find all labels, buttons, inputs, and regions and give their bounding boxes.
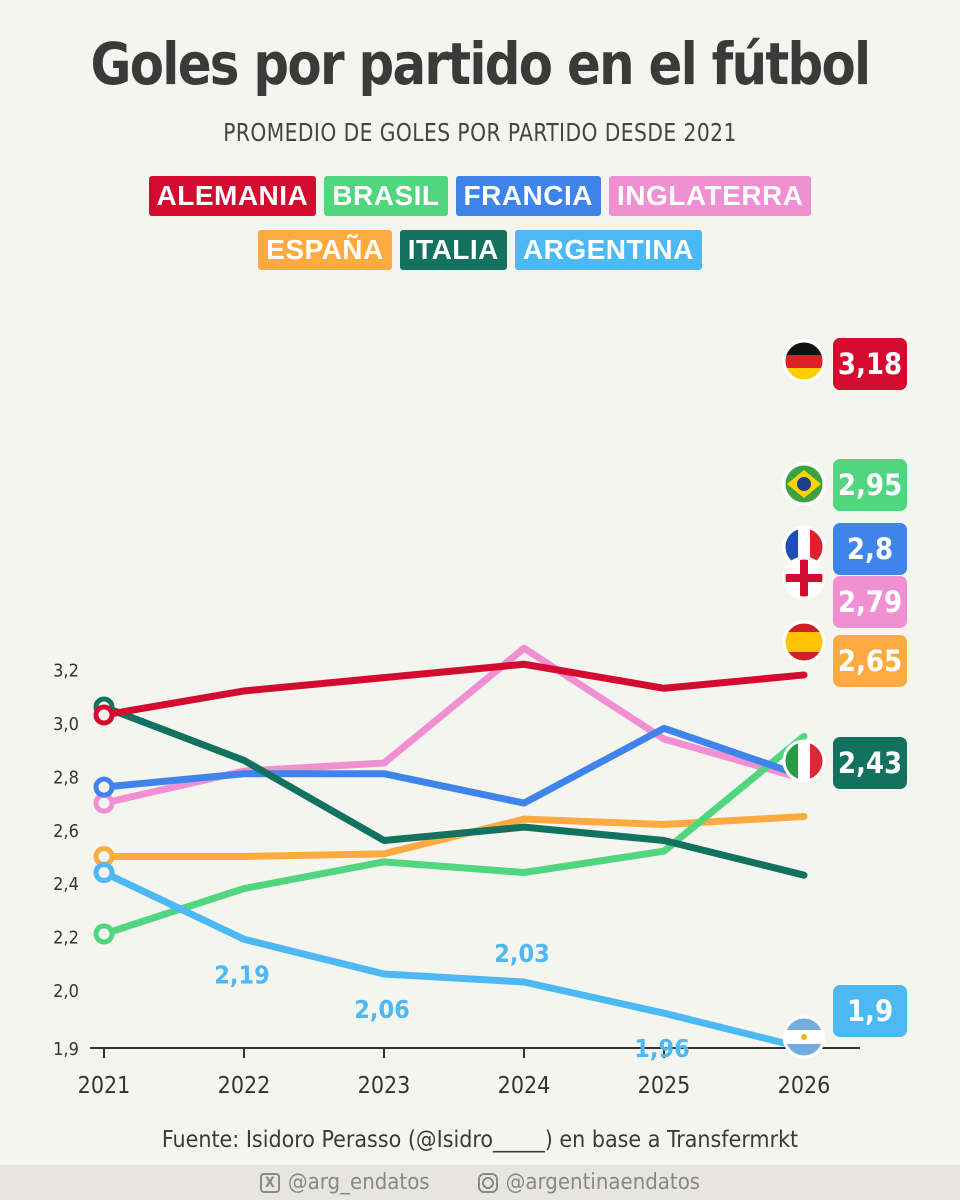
legend-item-espana: ESPAÑA [258, 230, 392, 270]
legend-item-alemania: ALEMANIA [148, 176, 317, 216]
end-label-box [833, 985, 907, 1037]
start-point-alemania [93, 704, 115, 726]
x-tick-label: 2022 [218, 1073, 271, 1099]
brazil-flag-icon [782, 462, 826, 506]
x-logo-icon: X [259, 1172, 280, 1193]
y-tick-label: 2,8 [53, 767, 79, 788]
end-label-box [833, 576, 907, 628]
end-label-brasil: 2,95 [833, 459, 907, 511]
england-flag-icon [782, 556, 826, 600]
argentina-flag-icon [782, 1015, 826, 1059]
y-tick-label: 1,9 [53, 1039, 79, 1060]
end-label-argentina: 1,9 [833, 985, 907, 1037]
start-point-francia [93, 776, 115, 798]
end-label-value: 3,18 [838, 347, 902, 381]
x-tick-label: 2021 [78, 1073, 131, 1099]
x-tick-label: 2024 [498, 1073, 551, 1099]
legend-item-inglaterra: INGLATERRA [609, 176, 812, 216]
chart-title: Goles por partido en el fútbol [90, 30, 872, 98]
series-line-francia [100, 724, 808, 807]
series-line-italia [100, 703, 808, 879]
end-label-value: 2,8 [847, 532, 893, 566]
data-label: 2,03 [494, 939, 550, 968]
italy-flag-icon [782, 739, 826, 783]
chart-end-labels: 3,18 2,95 2,8 2,79 2,65 2,43 1,9 [782, 338, 907, 1059]
instagram-handle-link[interactable]: @argentinaendatos [477, 1170, 701, 1195]
end-label-italia: 2,43 [833, 737, 907, 789]
instagram-handle: @argentinaendatos [505, 1170, 701, 1195]
chart-lines [100, 644, 808, 1052]
end-label-value: 1,9 [847, 994, 893, 1028]
end-label-box [833, 635, 907, 687]
start-point-argentina [93, 862, 115, 884]
end-label-francia: 2,8 [833, 523, 907, 575]
x-handle: @arg_endatos [287, 1170, 430, 1195]
chart-markers: 2,19 2,06 2,03 1,96 [93, 696, 690, 1063]
end-label-alemania: 3,18 [833, 338, 907, 390]
start-point-brasil [93, 923, 115, 945]
social-bar: X @arg_endatos @argentinaendatos [0, 1165, 960, 1200]
chart-subtitle: PROMEDIO DE GOLES POR PARTIDO DESDE 2021 [223, 118, 737, 147]
legend-row-1: ALEMANIA BRASIL FRANCIA INGLATERRA [0, 176, 960, 216]
y-tick-label: 2,2 [53, 928, 79, 949]
end-label-box [833, 737, 907, 789]
end-label-value: 2,65 [838, 644, 902, 678]
data-label: 1,96 [634, 1034, 690, 1063]
y-tick-label: 2,6 [53, 821, 79, 842]
end-label-value: 2,43 [838, 746, 902, 780]
x-tick-label: 2025 [638, 1073, 691, 1099]
y-tick-label: 2,4 [53, 874, 79, 895]
chart-axes: 2021 2022 2023 2024 2025 2026 1,9 2,0 2,2 2,4 2,6 2… [53, 661, 860, 1099]
data-label: 2,06 [354, 995, 410, 1024]
data-label: 2,19 [214, 960, 270, 989]
x-tick-label: 2023 [358, 1073, 411, 1099]
y-tick-label: 3,0 [53, 714, 79, 735]
end-label-inglaterra: 2,79 [833, 576, 907, 628]
instagram-icon [477, 1172, 498, 1193]
series-line-argentina [100, 869, 808, 1052]
legend-item-brasil: BRASIL [324, 176, 448, 216]
legend-row-2: ESPAÑA ITALIA ARGENTINA [0, 230, 960, 270]
y-tick-label: 2,0 [53, 981, 79, 1002]
end-label-box [833, 523, 907, 575]
series-line-brasil [100, 732, 808, 938]
source-note: Fuente: Isidoro Perasso (@Isidro_____) e… [161, 1127, 799, 1153]
germany-flag-icon [782, 339, 826, 383]
x-handle-link[interactable]: X @arg_endatos [259, 1170, 430, 1195]
series-line-alemania [100, 660, 808, 719]
legend-item-argentina: ARGENTINA [514, 230, 702, 270]
end-label-españa: 2,65 [833, 635, 907, 687]
end-label-box [833, 338, 907, 390]
x-tick-label: 2026 [778, 1073, 831, 1099]
end-label-value: 2,95 [838, 468, 902, 502]
end-label-box [833, 459, 907, 511]
legend-item-italia: ITALIA [399, 230, 507, 270]
y-tick-label: 3,2 [53, 661, 79, 682]
end-label-value: 2,79 [838, 585, 902, 619]
spain-flag-icon [782, 620, 826, 664]
legend-item-francia: FRANCIA [455, 176, 602, 216]
